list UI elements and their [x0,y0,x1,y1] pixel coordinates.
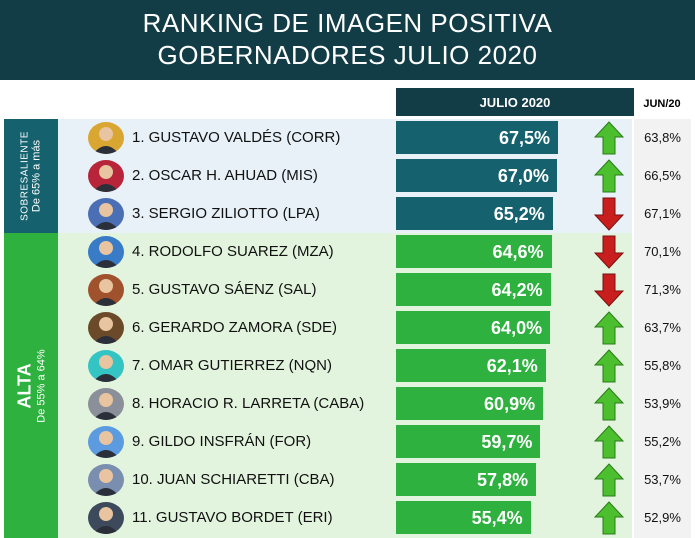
bar-value-label: 64,2% [491,280,543,300]
bar-mark: 59,7% [396,425,541,458]
table-row: 6. GERARDO ZAMORA (SDE) 64,0% 63,7% [0,309,695,347]
previous-value: 53,9% [644,396,681,411]
previous-value: 70,1% [644,244,681,259]
avatar [88,388,124,420]
previous-value: 63,8% [644,130,681,145]
person-icon [93,165,119,192]
bar-value-label: 67,0% [497,166,549,186]
arrow-up-icon [594,159,624,193]
section-label-alta: ALTA De 55% a 64% [4,233,58,538]
arrow-down-icon [594,235,624,269]
avatar [88,464,124,496]
table-row: 11. GUSTAVO BORDET (ERI) 55,4% 52,9% [0,499,695,537]
previous-value: 71,3% [644,282,681,297]
previous-value: 67,1% [644,206,681,221]
previous-value: 52,9% [644,510,681,525]
bar-value-label: 64,0% [491,318,543,338]
person-icon [93,241,119,268]
bar-value-label: 64,6% [492,242,544,262]
chart-title-line1: RANKING DE IMAGEN POSITIVA [142,8,553,38]
bar-mark: 67,5% [396,121,558,154]
avatar [88,502,124,534]
avatar [88,122,124,154]
bar-mark: 64,2% [396,273,551,306]
previous-value: 63,7% [644,320,681,335]
governor-name: 4. RODOLFO SUAREZ (MZA) [132,243,334,260]
bar-mark: 62,1% [396,349,546,382]
section-label-sobresaliente: SOBRESALIENTE De 65% a más [4,119,58,233]
previous-value: 66,5% [644,168,681,183]
arrow-up-icon [594,311,624,345]
person-icon [93,469,119,496]
previous-value: 55,2% [644,434,681,449]
chart-title-line2: GOBERNADORES JULIO 2020 [157,40,538,70]
bar-mark: 64,6% [396,235,552,268]
person-icon [93,393,119,420]
table-row: 7. OMAR GUTIERREZ (NQN) 62,1% 55,8% [0,347,695,385]
arrow-up-icon [594,425,624,459]
person-icon [93,203,119,230]
table-row: 1. GUSTAVO VALDÉS (CORR) 67,5% 63,8% [0,119,695,157]
avatar [88,350,124,382]
bar-value-label: 65,2% [493,204,545,224]
arrow-up-icon [594,121,624,155]
bar-value-label: 55,4% [471,508,523,528]
bar-value-label: 60,9% [484,394,536,414]
bar-mark: 55,4% [396,501,531,534]
person-icon [93,431,119,458]
bar-mark: 67,0% [396,159,557,192]
bar-value-label: 67,5% [498,128,550,148]
arrow-down-icon [594,197,624,231]
governor-name: 2. OSCAR H. AHUAD (MIS) [132,167,318,184]
person-icon [93,507,119,534]
table-row: 10. JUAN SCHIARETTI (CBA) 57,8% 53,7% [0,461,695,499]
arrow-up-icon [594,463,624,497]
avatar [88,312,124,344]
avatar [88,198,124,230]
bar-value-label: 59,7% [481,432,533,452]
governor-name: 9. GILDO INSFRÁN (FOR) [132,433,312,450]
chart-header: RANKING DE IMAGEN POSITIVA GOBERNADORES … [0,0,695,80]
avatar [88,160,124,192]
bar-mark: 60,9% [396,387,544,420]
table-row: 8. HORACIO R. LARRETA (CABA) 60,9% 53,9% [0,385,695,423]
bar-mark: 57,8% [396,463,537,496]
column-header-current: JULIO 2020 [396,88,634,116]
table-row: 3. SERGIO ZILIOTTO (LPA) 65,2% 67,1% [0,195,695,233]
governor-name: 8. HORACIO R. LARRETA (CABA) [132,395,365,412]
table-row: 2. OSCAR H. AHUAD (MIS) 67,0% 66,5% [0,157,695,195]
table-row: 4. RODOLFO SUAREZ (MZA) 64,6% 70,1% [0,233,695,271]
arrow-up-icon [594,349,624,383]
bar-value-label: 62,1% [486,356,538,376]
column-header-previous: JUN/20 [643,98,681,110]
table-row: 5. GUSTAVO SÁENZ (SAL) 64,2% 71,3% [0,271,695,309]
avatar [88,236,124,268]
person-icon [93,127,119,154]
governor-name: 6. GERARDO ZAMORA (SDE) [132,319,338,336]
governor-name: 1. GUSTAVO VALDÉS (CORR) [132,129,341,146]
person-icon [93,279,119,306]
avatar [88,274,124,306]
avatar [88,426,124,458]
governor-name: 5. GUSTAVO SÁENZ (SAL) [132,281,317,298]
governor-name: 10. JUAN SCHIARETTI (CBA) [132,471,335,488]
bar-mark: 64,0% [396,311,551,344]
previous-value: 53,7% [644,472,681,487]
person-icon [93,317,119,344]
previous-value: 55,8% [644,358,681,373]
bar-mark: 65,2% [396,197,553,230]
arrow-up-icon [594,387,624,421]
table-row: 9. GILDO INSFRÁN (FOR) 59,7% 55,2% [0,423,695,461]
previous-column-background [634,119,691,538]
governor-name: 11. GUSTAVO BORDET (ERI) [132,509,333,526]
governor-name: 3. SERGIO ZILIOTTO (LPA) [132,205,320,222]
bar-value-label: 57,8% [477,470,529,490]
arrow-down-icon [594,273,624,307]
person-icon [93,355,119,382]
arrow-up-icon [594,501,624,535]
governor-name: 7. OMAR GUTIERREZ (NQN) [132,357,333,374]
